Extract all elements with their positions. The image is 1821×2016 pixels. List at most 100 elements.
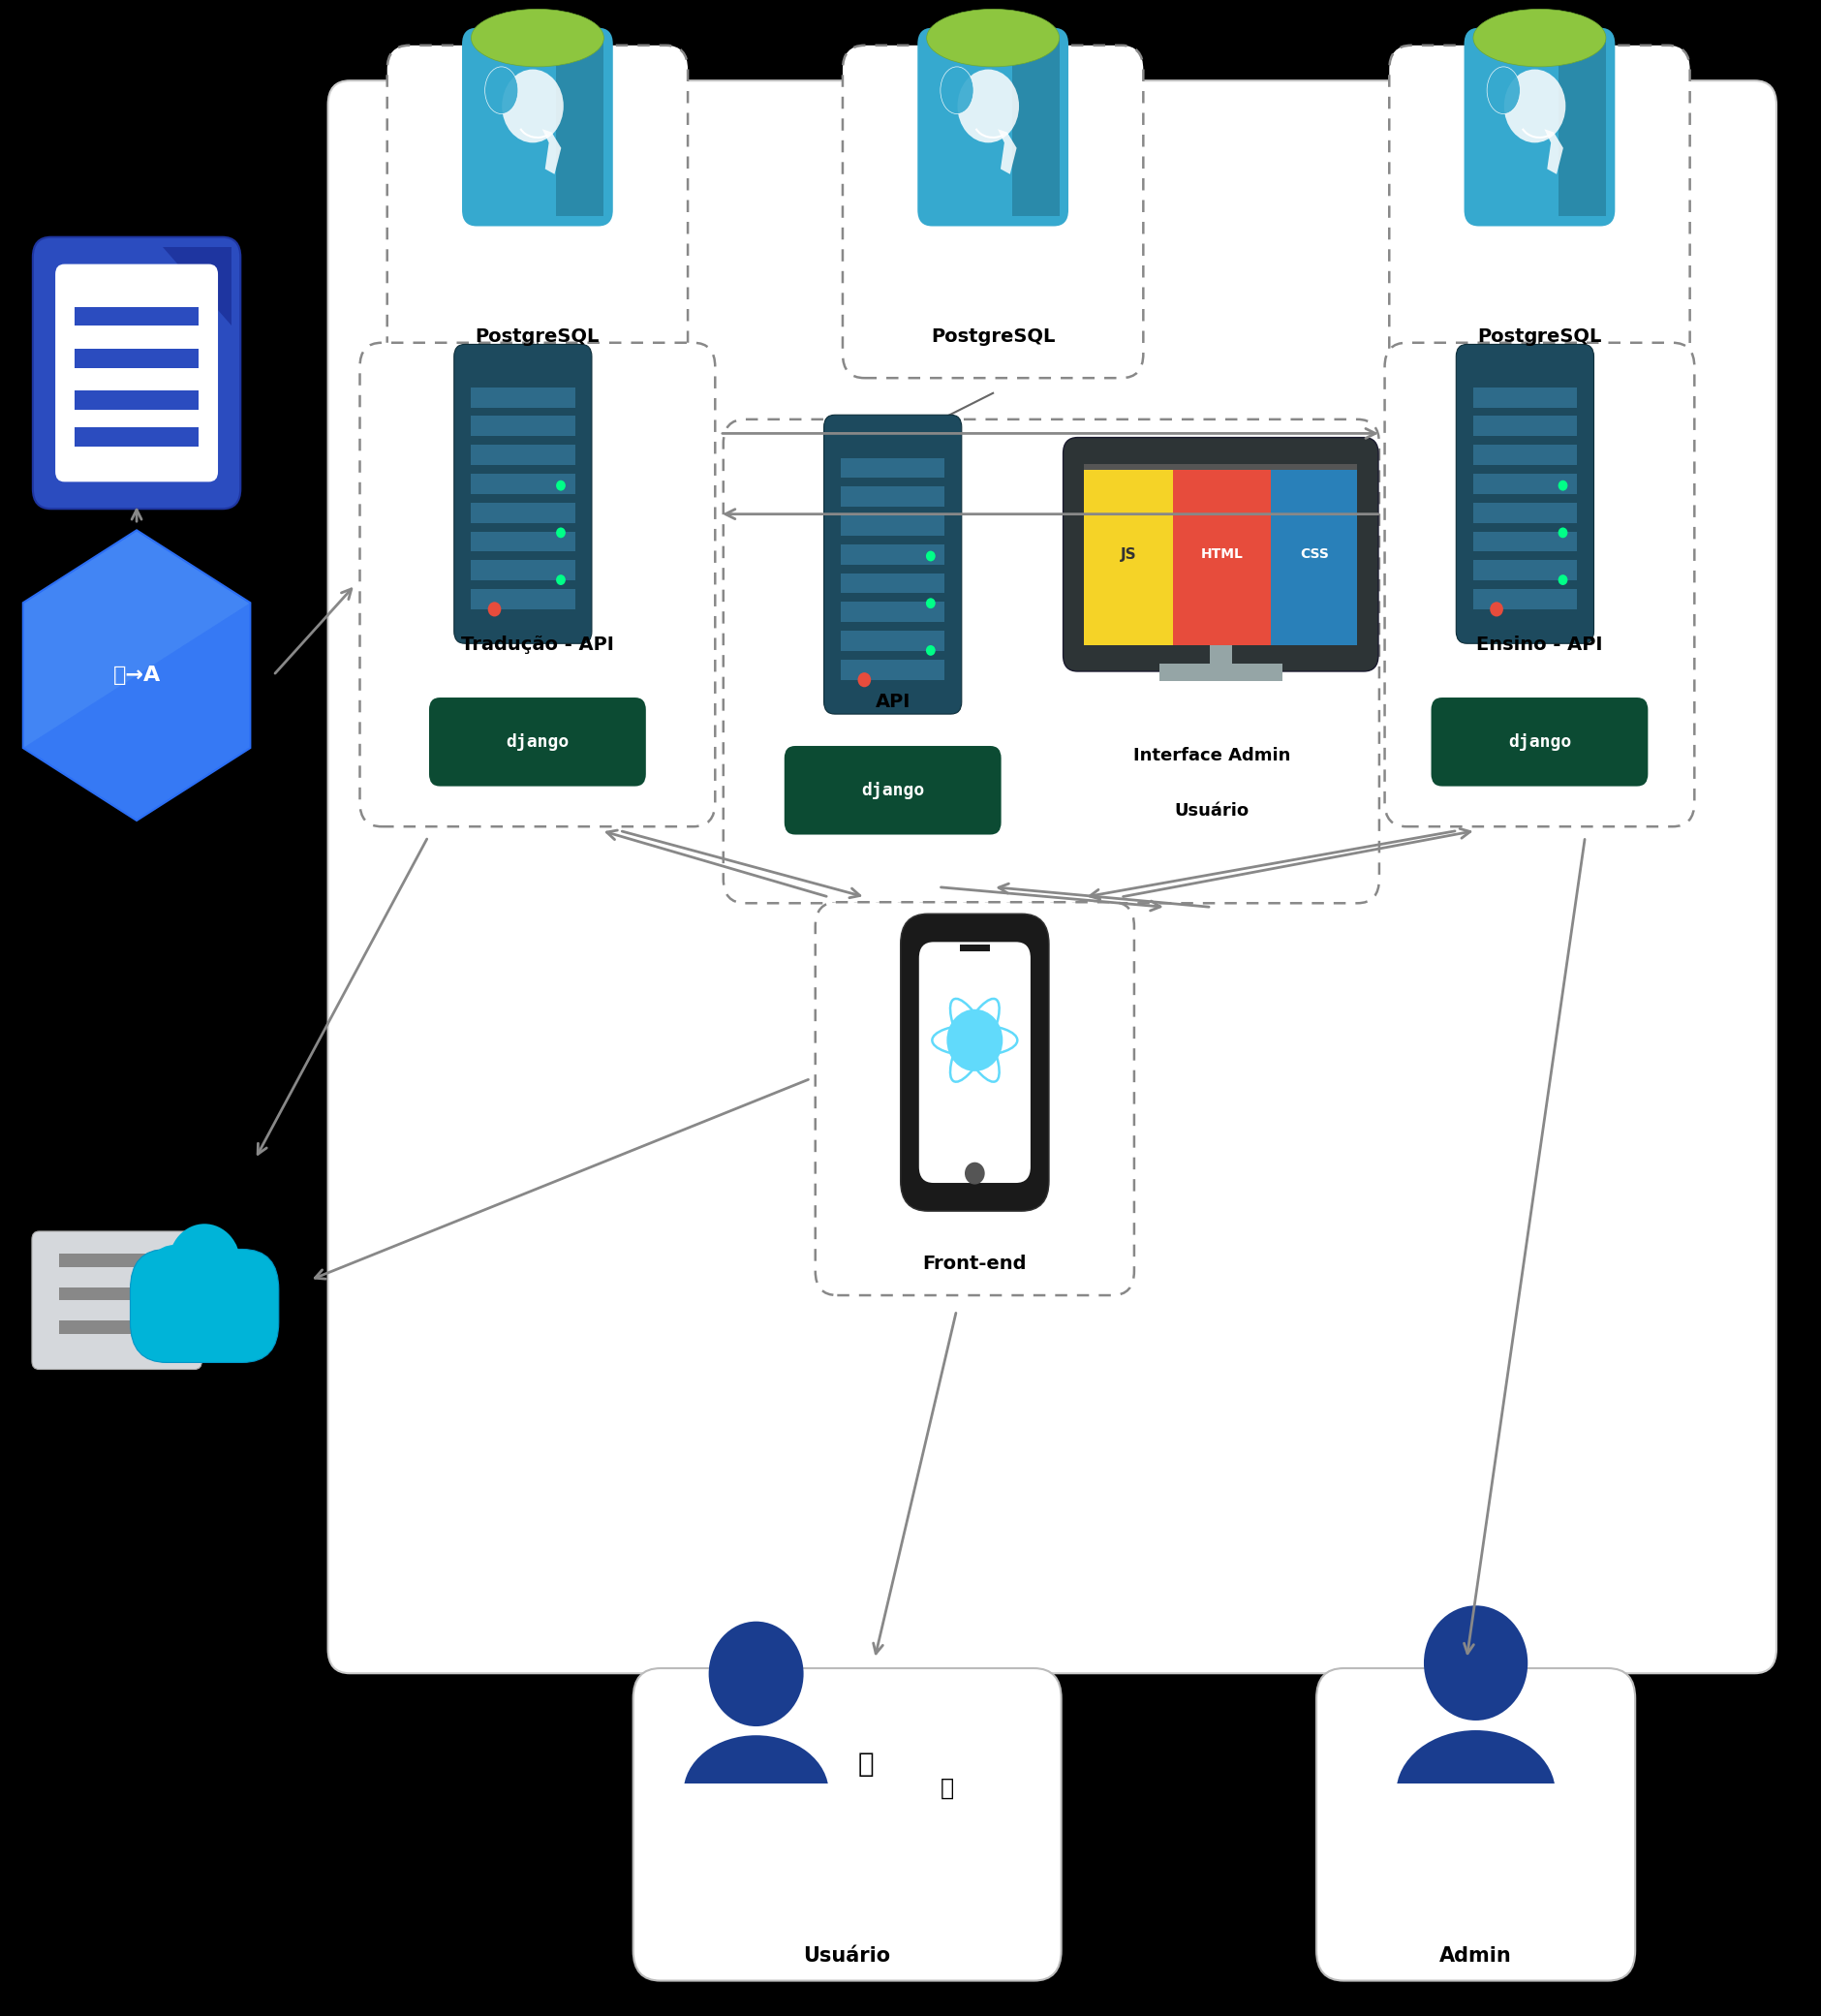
Circle shape [168,1224,240,1304]
FancyBboxPatch shape [816,903,1133,1294]
Circle shape [144,1244,204,1312]
FancyBboxPatch shape [453,345,592,643]
Ellipse shape [501,69,563,143]
FancyBboxPatch shape [839,486,945,506]
FancyBboxPatch shape [470,560,575,581]
Bar [960,946,989,952]
Text: JS: JS [1120,546,1136,562]
FancyBboxPatch shape [470,532,575,552]
Bar [75,427,198,446]
FancyBboxPatch shape [1388,44,1690,379]
Circle shape [965,1161,983,1185]
Ellipse shape [683,1736,829,1849]
FancyBboxPatch shape [33,238,240,508]
Polygon shape [24,530,249,821]
Circle shape [1557,575,1566,585]
Ellipse shape [958,69,1018,143]
Text: CSS: CSS [1298,548,1328,560]
Polygon shape [1544,129,1562,173]
FancyBboxPatch shape [1315,1669,1635,1980]
FancyBboxPatch shape [470,502,575,522]
FancyBboxPatch shape [470,589,575,609]
Ellipse shape [940,67,972,113]
Text: Interface Admin: Interface Admin [1133,748,1289,764]
Circle shape [488,603,501,617]
Text: Admin: Admin [1439,1945,1511,1966]
Circle shape [947,1010,1002,1070]
Bar [1209,641,1231,663]
FancyBboxPatch shape [823,415,961,714]
FancyBboxPatch shape [470,415,575,435]
Ellipse shape [484,67,517,113]
FancyBboxPatch shape [839,573,945,593]
Circle shape [217,1250,273,1312]
FancyBboxPatch shape [900,913,1049,1212]
FancyBboxPatch shape [1471,387,1577,407]
FancyBboxPatch shape [131,1250,279,1363]
Circle shape [858,673,870,687]
Text: Usuário: Usuário [1173,802,1249,818]
Text: Ensino - API: Ensino - API [1475,635,1602,655]
FancyBboxPatch shape [470,446,575,466]
Circle shape [1422,1605,1528,1720]
Text: 文→A: 文→A [113,665,160,685]
Text: PostgreSQL: PostgreSQL [1477,327,1601,347]
Circle shape [925,645,934,655]
FancyBboxPatch shape [1471,560,1577,581]
Ellipse shape [1486,67,1519,113]
FancyBboxPatch shape [1557,38,1604,216]
FancyBboxPatch shape [783,746,1002,835]
FancyBboxPatch shape [1471,446,1577,466]
Text: 📱: 📱 [858,1750,872,1778]
Polygon shape [24,603,249,821]
FancyBboxPatch shape [839,544,945,564]
FancyBboxPatch shape [841,44,1144,379]
Polygon shape [998,129,1016,173]
FancyBboxPatch shape [1083,464,1357,645]
FancyBboxPatch shape [55,264,219,482]
FancyBboxPatch shape [1464,28,1613,226]
FancyBboxPatch shape [839,516,945,536]
FancyBboxPatch shape [1011,38,1058,216]
FancyBboxPatch shape [634,1669,1060,1980]
Bar [75,391,198,409]
Text: HTML: HTML [1200,548,1242,560]
FancyBboxPatch shape [839,458,945,478]
FancyBboxPatch shape [1063,437,1378,671]
FancyBboxPatch shape [1455,345,1593,643]
FancyBboxPatch shape [463,28,612,226]
Circle shape [925,550,934,560]
Bar [58,1286,169,1300]
Text: django: django [506,734,568,750]
FancyBboxPatch shape [839,631,945,651]
Bar [1083,464,1357,470]
FancyBboxPatch shape [918,28,1067,226]
FancyBboxPatch shape [1471,415,1577,435]
FancyBboxPatch shape [428,698,645,786]
FancyBboxPatch shape [386,44,687,379]
Text: Tradução - API: Tradução - API [461,635,614,655]
FancyBboxPatch shape [1471,589,1577,609]
Polygon shape [164,248,231,327]
Bar [1083,464,1173,645]
Ellipse shape [1473,8,1604,67]
Polygon shape [543,129,561,173]
Circle shape [925,599,934,609]
Ellipse shape [927,8,1058,67]
Text: Usuário: Usuário [803,1945,890,1966]
Bar [1271,464,1357,645]
FancyBboxPatch shape [1471,502,1577,522]
Text: django: django [861,782,923,798]
FancyBboxPatch shape [1471,474,1577,494]
FancyBboxPatch shape [839,603,945,623]
Bar [1158,663,1282,681]
FancyBboxPatch shape [1471,532,1577,552]
FancyBboxPatch shape [723,419,1378,903]
Circle shape [1490,603,1502,617]
Circle shape [555,528,565,538]
Text: 📱: 📱 [940,1776,954,1800]
Circle shape [1557,528,1566,538]
FancyBboxPatch shape [1384,343,1694,827]
Bar [75,306,198,327]
Bar [1173,464,1271,645]
